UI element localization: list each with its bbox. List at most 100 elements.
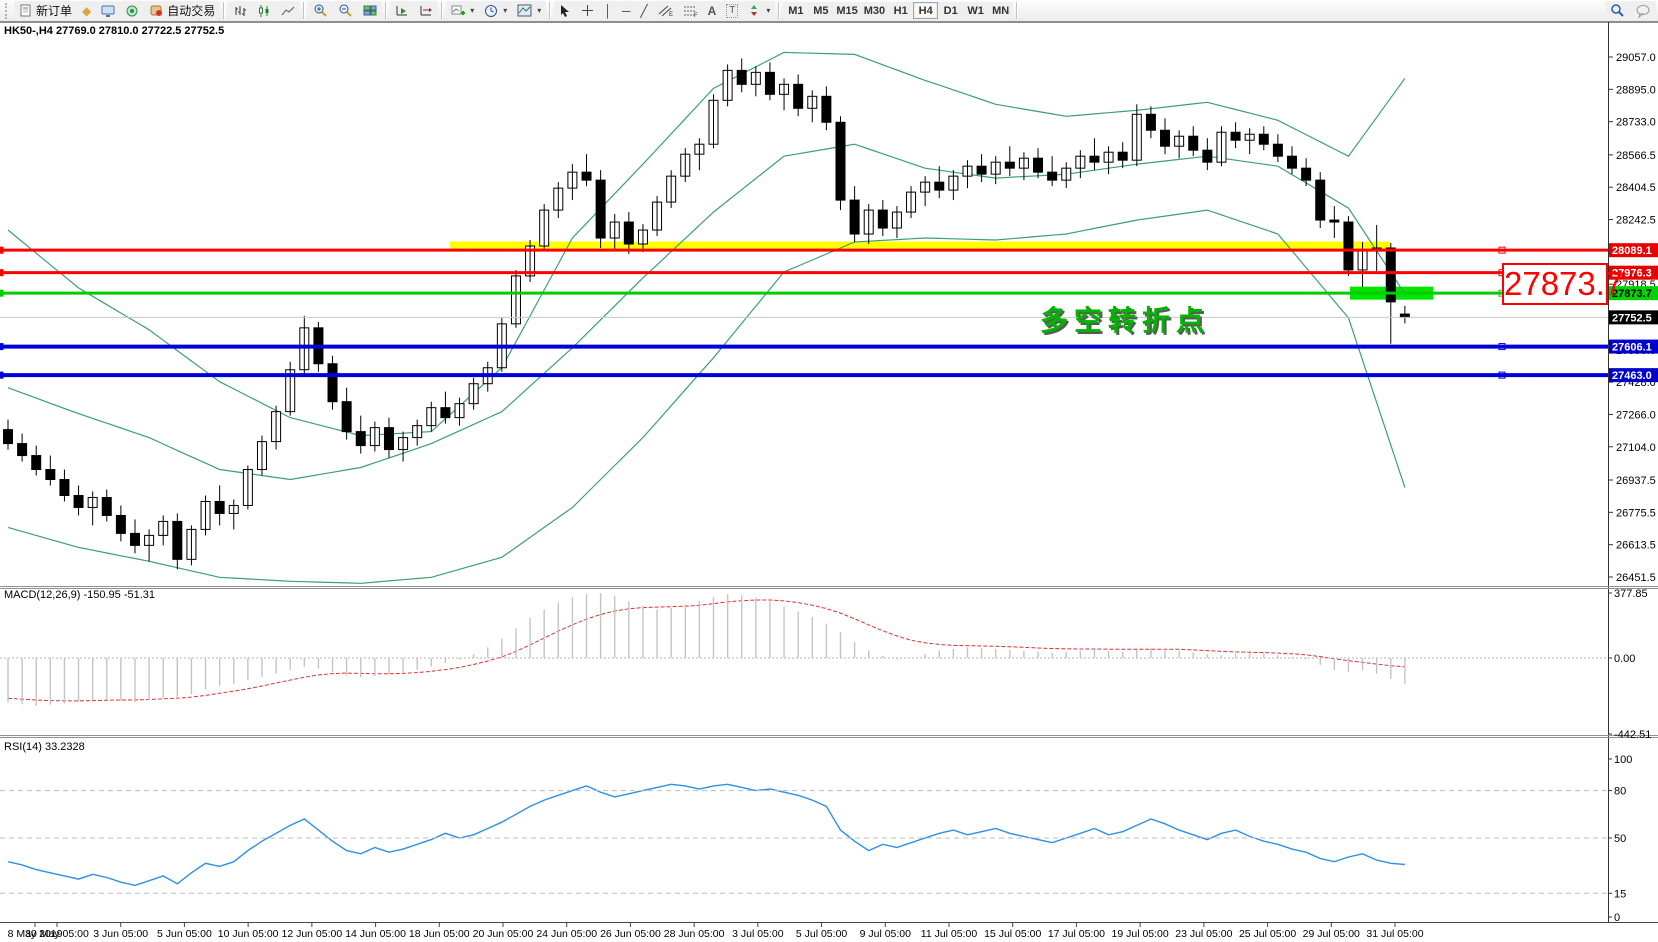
time-axis-label: 26 Jun 05:00 — [600, 928, 661, 940]
fibonacci-icon: F — [683, 6, 698, 17]
vertical-line-tool-button[interactable]: │ — [599, 1, 617, 20]
chart-title: HK50-,H4 27769.0 27810.0 27722.5 27752.5 — [4, 25, 224, 37]
timeframe-d1-button[interactable]: D1 — [938, 2, 964, 19]
price-label-box[interactable]: 27873.7 — [1502, 263, 1623, 305]
equidistant-channel-icon: E — [658, 5, 673, 17]
timeframe-m5-button[interactable]: M5 — [808, 2, 834, 19]
timeframe-m15-button[interactable]: M15 — [833, 2, 861, 19]
chart-shift-button[interactable] — [414, 1, 439, 20]
bollinger-upper — [7, 51, 1406, 437]
macd-indicator-label: MACD(12,26,9) -150.95 -51.31 — [4, 589, 155, 601]
price-chart-canvas[interactable]: 29057.0 28895.0 28733.0 28566.5 28404.5 28242… — [0, 22, 1658, 942]
timeframe-m30-button[interactable]: M30 — [860, 2, 889, 19]
new-order-label: 新订单 — [36, 4, 73, 18]
timeframe-mn-button[interactable]: MN — [988, 2, 1014, 19]
trendline-tool-button[interactable]: ╱ — [635, 1, 653, 20]
bars-chart-button[interactable] — [228, 1, 253, 20]
text-label-icon: T — [726, 3, 739, 18]
periods-button[interactable]: ▾ — [479, 1, 513, 20]
bollinger-lower — [7, 209, 1406, 584]
autotrading-label: 自动交易 — [167, 4, 216, 18]
turning-point-annotation[interactable]: 多空转折点 — [1040, 305, 1211, 336]
price-tick-label: 26775.5 — [1616, 507, 1656, 519]
bollinger-bands — [7, 51, 1406, 584]
rsi-line — [7, 783, 1405, 887]
zoom-out-icon — [339, 4, 352, 17]
search-button[interactable] — [1605, 1, 1630, 20]
svg-text:F: F — [694, 13, 698, 17]
price-tick-label: 29057.0 — [1616, 52, 1656, 64]
yellow-resistance-band[interactable] — [450, 241, 1390, 251]
fibonacci-tool-button[interactable]: F — [677, 1, 703, 20]
horizontal-line-tool-button[interactable]: ─ — [616, 1, 636, 20]
candles-chart-icon — [259, 4, 269, 17]
price-badge-label: 27873.7 — [1612, 288, 1652, 300]
macd-axis-label: 377.85 — [1614, 588, 1648, 600]
macd-current-values: -150.95 -51.31 — [83, 589, 156, 601]
text-tool-button[interactable]: A — [702, 1, 722, 20]
new-order-button[interactable]: 新订单 — [14, 1, 78, 20]
time-axis-label: 30 May 05:00 — [25, 928, 89, 940]
metaeditor-button[interactable]: ◆ — [77, 1, 97, 20]
time-axis-label: 15 Jul 05:00 — [984, 928, 1041, 940]
toolbar: 新订单 ◆ 自动交易 — [0, 0, 1658, 22]
auto-scroll-button[interactable] — [390, 1, 415, 20]
terminal-button[interactable] — [96, 1, 121, 20]
crosshair-icon — [582, 5, 594, 16]
chat-button[interactable] — [1630, 1, 1656, 20]
price-badge-label: 27976.3 — [1612, 268, 1652, 280]
time-axis-label: 19 Jul 05:00 — [1112, 928, 1169, 940]
zoom-in-button[interactable] — [308, 1, 334, 20]
time-axis-label: 25 Jul 05:00 — [1239, 928, 1296, 940]
text-tool-icon: A — [707, 3, 717, 18]
arrows-tool-button[interactable]: ▾ — [743, 1, 776, 20]
indicators-icon — [451, 5, 466, 15]
signals-icon — [126, 5, 138, 16]
periods-clock-icon — [485, 4, 498, 17]
line-chart-button[interactable] — [276, 1, 301, 20]
price-badge — [1609, 310, 1658, 325]
price-badge — [1609, 286, 1658, 301]
toolbar-separator — [303, 2, 306, 19]
tile-windows-button[interactable] — [358, 1, 383, 20]
rsi-axis-label: 0 — [1614, 912, 1620, 924]
rsi-axis-label: 15 — [1614, 888, 1626, 900]
zoom-out-button[interactable] — [333, 1, 359, 20]
time-axis-label: 10 Jun 05:00 — [218, 928, 279, 940]
time-axis-label: 3 Jun 05:00 — [93, 928, 148, 940]
crosshair-tool-button[interactable] — [576, 1, 600, 20]
time-axis-label: 8 May 2019 — [8, 928, 63, 940]
toolbar-separator — [1016, 2, 1019, 19]
price-badge — [1609, 368, 1658, 383]
price-badge — [1609, 265, 1658, 280]
timeframe-h1-button[interactable]: H1 — [888, 2, 914, 19]
timeframe-w1-button[interactable]: W1 — [963, 2, 989, 19]
rsi-indicator-label: RSI(14) 33.2328 — [4, 741, 85, 753]
indicators-button[interactable]: ▾ — [446, 1, 480, 20]
cursor-tool-button[interactable] — [554, 1, 577, 20]
horizontal-lines[interactable] — [0, 246, 1506, 379]
time-axis-label: 5 Jun 05:00 — [157, 928, 212, 940]
equidistant-channel-tool-button[interactable]: E — [652, 1, 678, 20]
rsi-panel — [7, 783, 1405, 887]
time-axis-label: 20 Jun 05:00 — [473, 928, 534, 940]
price-badges — [1609, 243, 1658, 383]
price-tick-label: 27104.0 — [1616, 442, 1656, 454]
price-badge-label: 27606.1 — [1612, 342, 1652, 354]
toolbar-grip[interactable] — [5, 2, 11, 19]
candles-chart-button[interactable] — [252, 1, 277, 20]
trendline-icon: ╱ — [640, 3, 648, 18]
text-label-tool-button[interactable]: T — [721, 1, 744, 20]
templates-button[interactable]: ▾ — [512, 1, 547, 20]
rsi-axis-label: 80 — [1614, 786, 1626, 798]
bars-chart-icon — [235, 5, 247, 16]
rsi-current-value: 33.2328 — [44, 741, 85, 753]
price-tick-label: 26451.5 — [1616, 572, 1656, 584]
timeframe-m1-button[interactable]: M1 — [783, 2, 809, 19]
price-tick-label: 28566.5 — [1616, 150, 1656, 162]
signals-button[interactable] — [120, 1, 145, 20]
vertical-line-icon: │ — [604, 3, 612, 18]
autotrading-button[interactable]: 自动交易 — [144, 1, 221, 20]
timeframe-h4-button[interactable]: H4 — [913, 2, 939, 19]
time-axis-label: 24 Jun 05:00 — [536, 928, 597, 940]
